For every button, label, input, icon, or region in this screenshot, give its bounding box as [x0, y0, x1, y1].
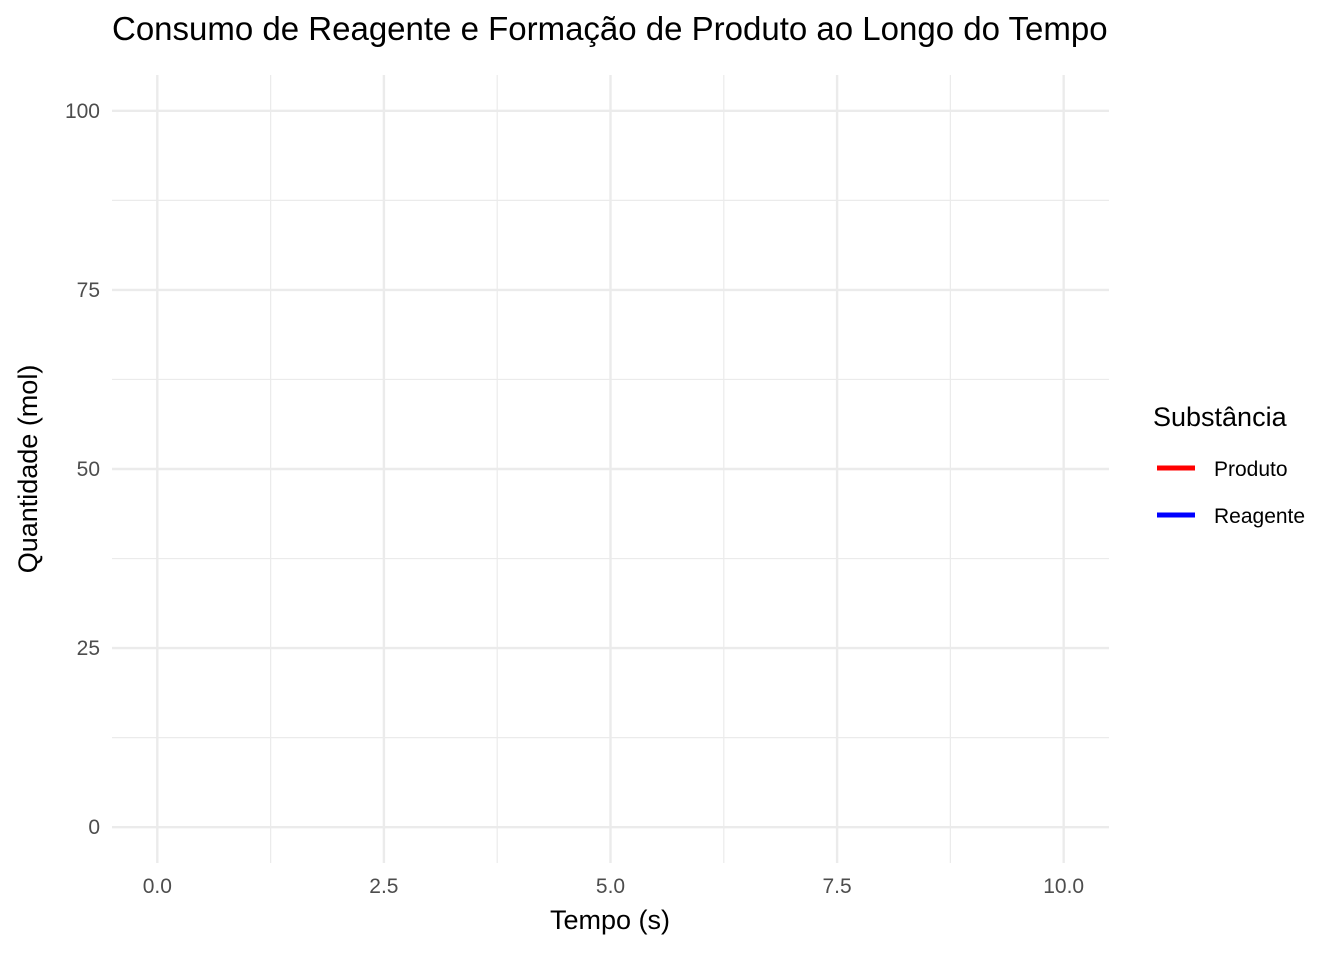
legend: Substância Produto Reagente	[1153, 402, 1305, 528]
x-tick-label: 10.0	[1043, 875, 1084, 898]
major-gridlines	[112, 75, 1109, 863]
x-tick-label: 2.5	[369, 875, 398, 898]
legend-label-reagente: Reagente	[1214, 505, 1305, 528]
y-tick-label: 25	[77, 637, 100, 660]
x-axis-ticks: 0.0 2.5 5.0 7.5 10.0	[143, 875, 1084, 898]
y-tick-label: 100	[65, 100, 100, 123]
y-axis-title: Quantidade (mol)	[13, 365, 43, 574]
chart-title: Consumo de Reagente e Formação de Produt…	[112, 10, 1108, 47]
x-tick-label: 7.5	[822, 875, 851, 898]
legend-title: Substância	[1153, 402, 1288, 432]
x-tick-label: 0.0	[143, 875, 172, 898]
legend-label-produto: Produto	[1214, 458, 1288, 481]
legend-entries: Produto Reagente	[1157, 458, 1305, 528]
y-tick-label: 0	[88, 816, 100, 839]
x-tick-label: 5.0	[596, 875, 625, 898]
y-tick-label: 50	[77, 458, 100, 481]
y-axis-ticks: 0 25 50 75 100	[65, 100, 100, 839]
x-axis-title: Tempo (s)	[550, 905, 670, 935]
y-tick-label: 75	[77, 279, 100, 302]
